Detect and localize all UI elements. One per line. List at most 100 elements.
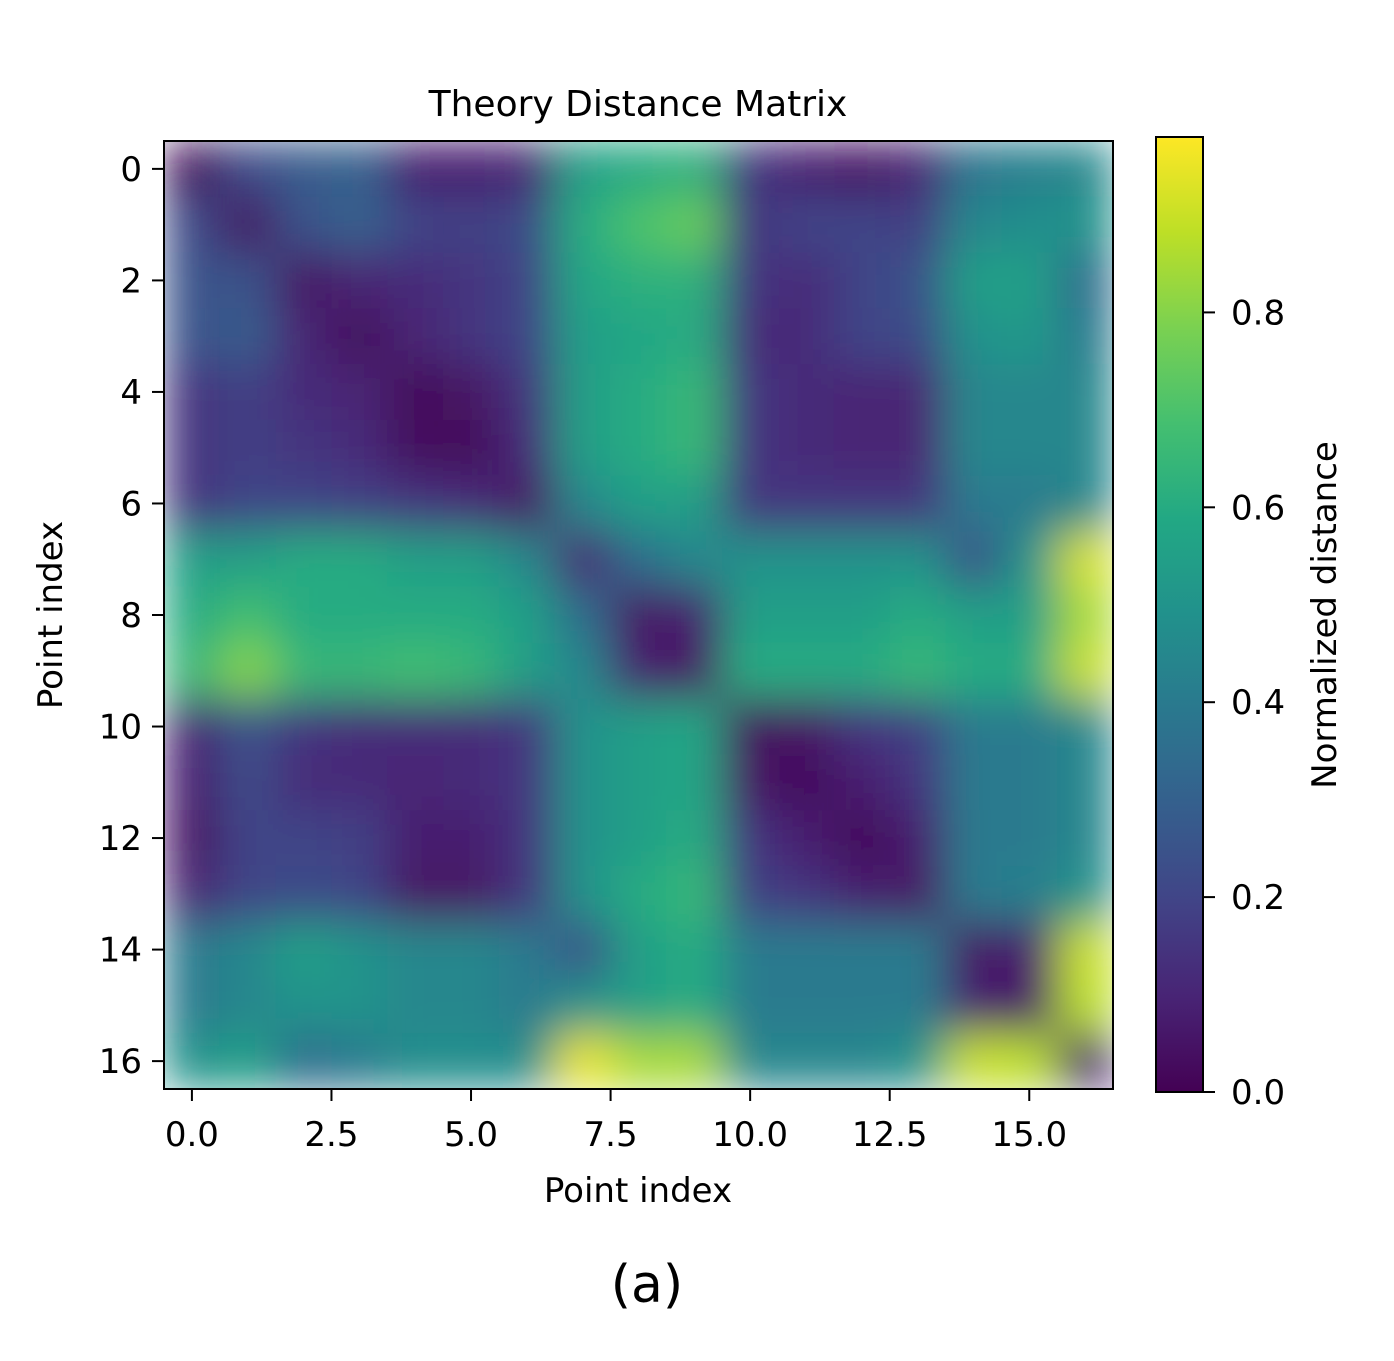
heatmap-cell bbox=[443, 1033, 500, 1089]
heatmap-cell bbox=[443, 364, 500, 421]
heatmap-cell bbox=[387, 475, 444, 532]
x-tick-label: 2.5 bbox=[304, 1115, 358, 1155]
heatmap-cell bbox=[275, 810, 333, 867]
heatmap-cell bbox=[554, 865, 612, 923]
heatmap-cell bbox=[275, 141, 333, 198]
heatmap-cell bbox=[554, 141, 612, 198]
heatmap-cell bbox=[498, 475, 556, 532]
heatmap-cell bbox=[164, 308, 221, 365]
heatmap-cell bbox=[387, 419, 444, 477]
colorbar-tick-label: 0.2 bbox=[1231, 878, 1285, 918]
heatmap-cell bbox=[164, 921, 221, 979]
chart-title: Theory Distance Matrix bbox=[428, 84, 848, 125]
heatmap-cell bbox=[1057, 364, 1113, 421]
heatmap-cell bbox=[554, 642, 612, 700]
y-tick-label: 4 bbox=[120, 373, 142, 413]
heatmap-cell bbox=[945, 196, 1002, 254]
heatmap-cell bbox=[1001, 921, 1058, 979]
heatmap-cell bbox=[945, 642, 1002, 700]
y-axis-ticks: 0 2 4 6 8 10 12 14 16 bbox=[99, 150, 164, 1082]
heatmap-cell bbox=[554, 531, 612, 588]
heatmap-cell bbox=[1057, 419, 1113, 477]
colorbar-tick-label: 0.6 bbox=[1231, 488, 1285, 528]
heatmap-cell bbox=[610, 865, 668, 923]
heatmap-cell bbox=[722, 921, 779, 979]
heatmap-cell bbox=[164, 977, 221, 1034]
heatmap-cell bbox=[666, 364, 723, 421]
heatmap-cell bbox=[945, 587, 1002, 644]
heatmap-cell bbox=[889, 642, 947, 700]
heatmap-cell bbox=[331, 308, 388, 365]
heatmap-cell bbox=[331, 810, 388, 867]
heatmap-cell bbox=[331, 1033, 388, 1089]
colorbar-label: Normalized distance bbox=[1305, 441, 1345, 789]
heatmap-cell bbox=[331, 754, 388, 811]
heatmap-cell bbox=[387, 308, 444, 365]
heatmap-cell bbox=[778, 921, 835, 979]
y-tick-label: 10 bbox=[99, 708, 142, 748]
heatmap-cell bbox=[1001, 642, 1058, 700]
heatmap-cell bbox=[554, 587, 612, 644]
heatmap-cell bbox=[443, 587, 500, 644]
heatmap-cell bbox=[722, 308, 779, 365]
heatmap-cell bbox=[778, 1033, 835, 1089]
heatmap-cell bbox=[722, 364, 779, 421]
heatmap-cell bbox=[666, 754, 723, 811]
heatmap-cell bbox=[219, 141, 277, 198]
heatmap-cell bbox=[164, 698, 221, 756]
heatmap-cell bbox=[164, 1033, 221, 1089]
heatmap-cell bbox=[554, 364, 612, 421]
heatmap-cell bbox=[443, 698, 500, 756]
heatmap-cell bbox=[331, 196, 388, 254]
colorbar bbox=[1155, 136, 1204, 1093]
heatmap-cell bbox=[219, 475, 277, 532]
x-tick-label: 7.5 bbox=[584, 1115, 638, 1155]
heatmap-cell bbox=[164, 865, 221, 923]
heatmap-cell bbox=[275, 698, 333, 756]
heatmap-cell bbox=[610, 531, 668, 588]
heatmap-cell bbox=[945, 810, 1002, 867]
heatmap-cell bbox=[219, 252, 277, 309]
heatmap-cell bbox=[387, 754, 444, 811]
heatmap-cell bbox=[275, 1033, 333, 1089]
heatmap-cell bbox=[778, 754, 835, 811]
x-axis-label: Point index bbox=[544, 1171, 732, 1211]
heatmap-cell bbox=[275, 419, 333, 477]
heatmap-cell bbox=[833, 364, 891, 421]
heatmap-cell bbox=[722, 754, 779, 811]
heatmap-cell bbox=[722, 642, 779, 700]
heatmap-cell bbox=[778, 475, 835, 532]
heatmap-cell bbox=[331, 921, 388, 979]
heatmap-cell bbox=[945, 977, 1002, 1034]
heatmap-cell bbox=[1057, 196, 1113, 254]
heatmap-cell bbox=[387, 531, 444, 588]
heatmap-cell bbox=[443, 642, 500, 700]
heatmap-cell bbox=[443, 141, 500, 198]
heatmap-cell bbox=[666, 196, 723, 254]
heatmap-cell bbox=[889, 587, 947, 644]
heatmap-cell bbox=[1001, 698, 1058, 756]
heatmap-cell bbox=[666, 810, 723, 867]
heatmap-cell bbox=[610, 754, 668, 811]
heatmap-cell bbox=[666, 587, 723, 644]
heatmap-cell bbox=[387, 252, 444, 309]
heatmap-cell bbox=[833, 642, 891, 700]
heatmap-cell bbox=[778, 196, 835, 254]
heatmap-cell bbox=[498, 754, 556, 811]
heatmap-cell bbox=[1001, 754, 1058, 811]
heatmap-cell bbox=[219, 308, 277, 365]
heatmap-cell bbox=[889, 252, 947, 309]
heatmap-cell bbox=[443, 308, 500, 365]
heatmap-cell bbox=[945, 308, 1002, 365]
heatmap-cell bbox=[1057, 865, 1113, 923]
heatmap-cell bbox=[1057, 977, 1113, 1034]
heatmap-cell bbox=[778, 865, 835, 923]
heatmap-cell bbox=[610, 1033, 668, 1089]
heatmap-cell bbox=[498, 252, 556, 309]
heatmap-cell bbox=[833, 698, 891, 756]
heatmap-cell bbox=[610, 141, 668, 198]
heatmap-cell bbox=[164, 419, 221, 477]
heatmap-cell bbox=[778, 531, 835, 588]
heatmap-cell bbox=[889, 921, 947, 979]
heatmap-cell bbox=[554, 419, 612, 477]
